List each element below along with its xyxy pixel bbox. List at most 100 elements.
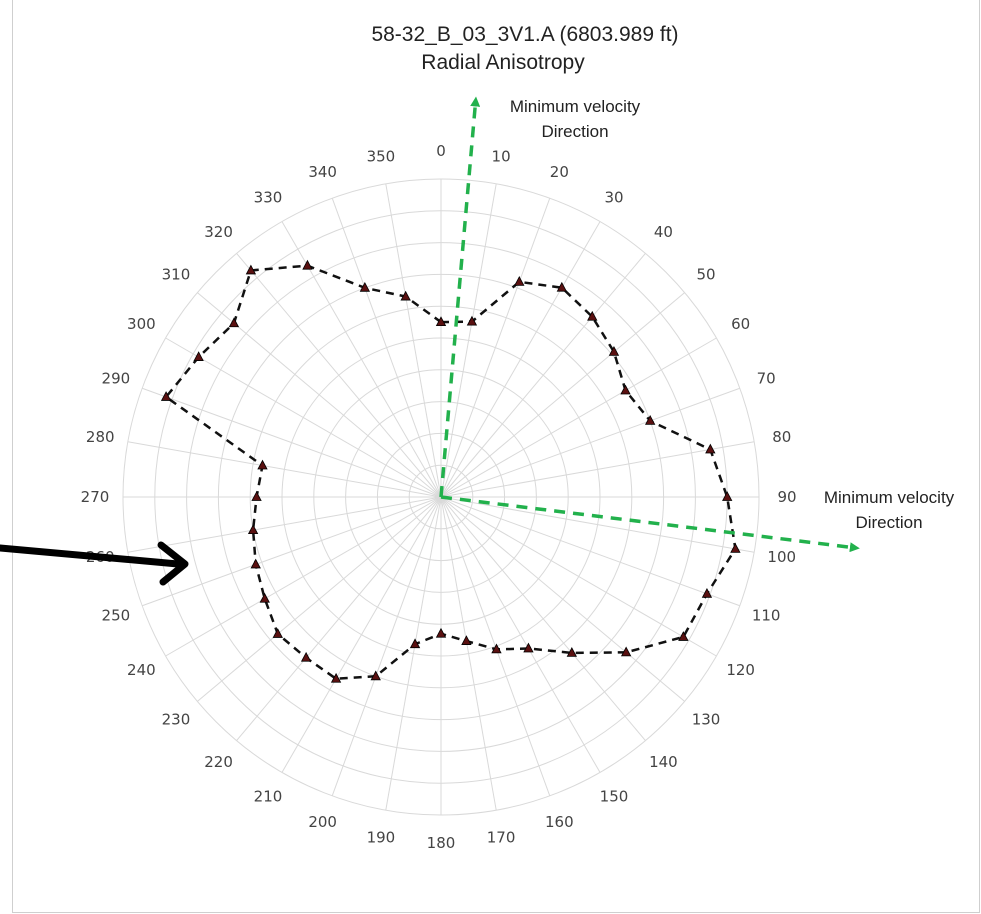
chart-subtitle: Radial Anisotropy [421,51,585,74]
angle-label: 220 [204,753,233,771]
data-point [491,643,502,654]
data-point [259,592,270,603]
grid-spoke [142,387,442,498]
angle-label: 320 [204,223,233,241]
grid-spoke [440,387,740,498]
grid-spoke [440,496,646,741]
angle-label: 70 [757,370,776,388]
grid-spoke [331,198,442,498]
data-point [228,317,240,328]
grid-spoke [127,441,442,498]
chart-frame [12,0,980,913]
direction-arrow [439,96,481,498]
grid-spoke [440,496,685,702]
data-point [400,290,411,301]
grid-spoke [236,253,442,498]
angle-label: 40 [654,223,673,241]
data-point [245,264,257,275]
angle-label: 270 [81,488,110,506]
grid-spoke [440,496,740,607]
angle-label: 330 [254,188,283,206]
grid-spoke [385,183,442,498]
grid-spoke [440,496,497,811]
polar-grid [122,178,760,816]
data-point [705,443,716,454]
data-point [330,672,342,683]
angle-label: 110 [752,606,781,624]
grid-spoke [440,337,717,498]
grid-spoke [440,183,497,498]
grid-spoke [165,337,442,498]
grid-spoke [281,496,442,773]
data-point [250,558,261,569]
data-point [556,281,568,292]
data-point [370,670,381,681]
angle-label: 240 [127,661,156,679]
grid-spoke [440,221,601,498]
grid-spoke [440,253,646,498]
angle-label: 350 [367,147,396,165]
angle-label: 140 [649,753,678,771]
angle-label: 20 [550,163,569,181]
angle-label: 130 [692,710,721,728]
data-series [160,259,741,683]
data-point [435,627,447,638]
angle-label: 60 [731,315,750,333]
grid-spoke [440,496,601,773]
direction-label: Direction [855,513,922,532]
data-point [409,638,421,649]
angle-label: 250 [102,606,131,624]
data-point [523,642,534,653]
angle-label: 230 [162,710,191,728]
angle-label: 300 [127,315,156,333]
direction-arrow [440,495,860,553]
data-point [359,281,371,292]
angle-label: 180 [427,834,456,852]
direction-label: Minimum velocity [824,488,955,507]
angle-label: 30 [604,188,623,206]
grid-spoke [331,496,442,796]
angle-label: 160 [545,813,574,831]
pointer-arrow-head [157,541,189,586]
angle-label: 310 [162,266,191,284]
direction-label: Minimum velocity [510,97,641,116]
data-point [300,651,312,662]
angle-label: 340 [308,163,337,181]
grid-spoke [385,496,442,811]
grid-spoke [440,292,685,498]
angle-label: 100 [767,548,796,566]
data-point [620,646,632,657]
grid-spoke [127,496,442,553]
data-point [302,259,313,270]
angle-label: 120 [726,661,755,679]
pointer-arrow-shaft [0,544,182,568]
grid-spoke [440,441,755,498]
data-point [678,631,689,641]
angle-label: 280 [86,428,115,446]
direction-label: Direction [541,122,608,141]
data-point [257,459,268,470]
data-point [566,647,577,657]
grid-spoke [142,496,442,607]
angle-label: 150 [600,788,629,806]
grid-spoke [440,198,551,498]
data-point [645,415,656,425]
grid-spoke [440,496,755,553]
angle-label: 200 [308,813,337,831]
angle-label: 10 [492,147,511,165]
data-point [620,384,631,395]
grid-spoke [236,496,442,741]
data-point [608,346,620,356]
data-point [514,275,525,286]
data-point [466,315,478,326]
data-point [272,628,283,638]
angle-label: 290 [102,370,131,388]
chart-title: 58-32_B_03_3V1.A (6803.989 ft) [371,23,678,46]
angle-label: 0 [436,142,446,160]
annotations: Minimum velocity Direction Minimum velocit… [0,96,955,586]
angle-label: 170 [487,829,516,847]
angle-label: 90 [777,488,796,506]
angle-label: 210 [254,788,283,806]
data-point [587,310,598,321]
